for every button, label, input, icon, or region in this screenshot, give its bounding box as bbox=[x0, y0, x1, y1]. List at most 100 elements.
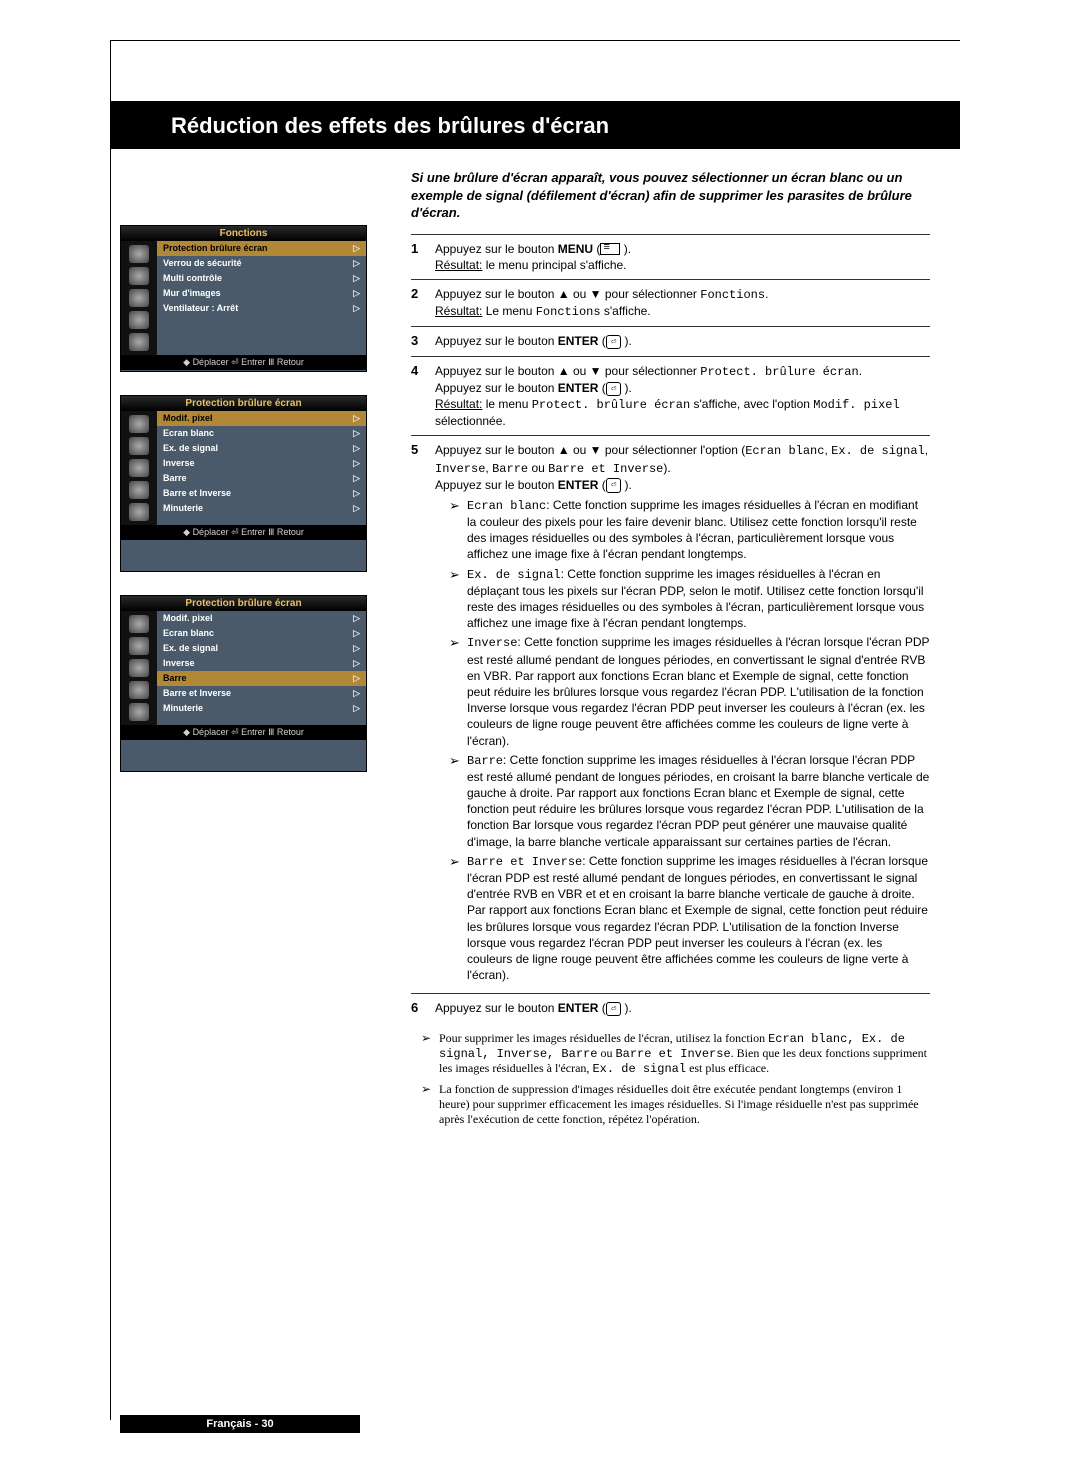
step-number: 4 bbox=[411, 363, 435, 378]
menu-row[interactable]: Ex. de signal▷ bbox=[157, 641, 366, 656]
text: ). bbox=[663, 461, 670, 475]
menu-row-label: Ventilateur : Arrêt bbox=[163, 303, 238, 314]
arrow-icon: ➢ bbox=[421, 1031, 439, 1076]
note-text: La fonction de suppression d'images rési… bbox=[439, 1082, 930, 1127]
menu-footer: ◆ Déplacer ⏎ Entrer Ⅲ Retour bbox=[121, 355, 366, 370]
text: Appuyez sur le bouton bbox=[435, 1001, 558, 1015]
menu-row-label: Mur d'images bbox=[163, 288, 221, 299]
menu-row-label: Inverse bbox=[163, 458, 195, 469]
menu-row[interactable]: Barre▷ bbox=[157, 671, 366, 686]
step-1: 1 Appuyez sur le bouton MENU ( ). Résult… bbox=[411, 234, 930, 279]
menu-row[interactable]: Minuterie ▷ bbox=[157, 501, 366, 516]
result-label: Résultat: bbox=[435, 397, 482, 411]
result-text: le menu principal s'affiche. bbox=[482, 258, 626, 272]
mono: Ecran blanc bbox=[467, 499, 546, 513]
mono: Protect. brûlure écran bbox=[532, 398, 690, 412]
step-2: 2 Appuyez sur le bouton ▲ ou ▼ pour séle… bbox=[411, 279, 930, 326]
menu-row[interactable]: Ex. de signal▷ bbox=[157, 441, 366, 456]
menu-row[interactable]: Ventilateur : Arrêt▷ bbox=[157, 301, 366, 316]
text: ). bbox=[621, 478, 632, 492]
menu-body: Modif. pixel▷Ecran blanc▷Ex. de signal▷I… bbox=[121, 411, 366, 525]
menu-items: Protection brûlure écran▷Verrou de sécur… bbox=[157, 241, 366, 355]
text: est plus efficace. bbox=[686, 1061, 769, 1075]
menu-row-label: Barre bbox=[163, 673, 187, 684]
enter-icon: ⏎ bbox=[606, 478, 621, 492]
menu-header: Protection brûlure écran bbox=[121, 596, 366, 611]
text: le menu bbox=[482, 397, 531, 411]
chevron-right-icon: ▷ bbox=[353, 613, 360, 624]
sub-item: ➢Barre: Cette fonction supprime les imag… bbox=[449, 752, 930, 850]
mono: Ex. de signal bbox=[592, 1062, 686, 1076]
text: Ecran blanc: Cette fonction supprime les… bbox=[467, 497, 930, 563]
menu-header: Protection brûlure écran bbox=[121, 396, 366, 411]
menu-row[interactable]: Ecran blanc▷ bbox=[157, 626, 366, 641]
menu-header: Fonctions bbox=[121, 226, 366, 241]
menu-row-label: Modif. pixel bbox=[163, 613, 213, 624]
page: Réduction des effets des brûlures d'écra… bbox=[0, 0, 1080, 1473]
mono: Barre bbox=[492, 462, 528, 476]
note-1: ➢ Pour supprimer les images résiduelles … bbox=[421, 1031, 930, 1076]
chevron-right-icon: ▷ bbox=[353, 688, 360, 699]
menu-row[interactable]: Barre et Inverse▷ bbox=[157, 686, 366, 701]
enter-label: ENTER bbox=[558, 1001, 599, 1015]
sub-item: ➢Inverse: Cette fonction supprime les im… bbox=[449, 634, 930, 748]
text: s'affiche. bbox=[601, 304, 651, 318]
text: ( bbox=[598, 1001, 605, 1015]
arrow-icon: ➢ bbox=[449, 566, 467, 632]
menu-items: Modif. pixel▷Ecran blanc▷Ex. de signal▷I… bbox=[157, 411, 366, 525]
chevron-right-icon: ▷ bbox=[353, 488, 360, 499]
step-number: 3 bbox=[411, 333, 435, 348]
text: Appuyez sur le bouton bbox=[435, 381, 558, 395]
text: Appuyez sur le bouton ▲ ou ▼ pour sélect… bbox=[435, 364, 700, 378]
mono: Fonctions bbox=[700, 288, 765, 302]
menu-row[interactable]: Inverse▷ bbox=[157, 656, 366, 671]
mono: Barre et Inverse bbox=[615, 1047, 730, 1061]
menu-row-label: Ex. de signal bbox=[163, 643, 218, 654]
mono: Inverse bbox=[467, 636, 517, 650]
menu-row[interactable]: Multi contrôle▷ bbox=[157, 271, 366, 286]
step-5: 5 Appuyez sur le bouton ▲ ou ▼ pour séle… bbox=[411, 435, 930, 993]
enter-label: ENTER bbox=[558, 334, 599, 348]
mono: Inverse bbox=[435, 462, 485, 476]
sub-item: ➢Ex. de signal: Cette fonction supprime … bbox=[449, 566, 930, 632]
menu-row[interactable]: Mur d'images▷ bbox=[157, 286, 366, 301]
menu-row-label: Inverse bbox=[163, 658, 195, 669]
arrow-icon: ➢ bbox=[421, 1082, 439, 1127]
text: ( bbox=[593, 242, 600, 256]
text: Pour supprimer les images résiduelles de… bbox=[439, 1031, 768, 1045]
menu-row[interactable]: Barre▷ bbox=[157, 471, 366, 486]
text: Barre: Cette fonction supprime les image… bbox=[467, 752, 930, 850]
menu-row[interactable]: Verrou de sécurité▷ bbox=[157, 256, 366, 271]
menu-row[interactable]: Modif. pixel▷ bbox=[157, 411, 366, 426]
chevron-right-icon: ▷ bbox=[353, 273, 360, 284]
text: . bbox=[765, 287, 768, 301]
menu-row-label: Minuterie bbox=[163, 503, 203, 514]
step-4: 4 Appuyez sur le bouton ▲ ou ▼ pour séle… bbox=[411, 356, 930, 436]
menu-row[interactable]: Minuterie▷ bbox=[157, 701, 366, 716]
step-body: Appuyez sur le bouton ▲ ou ▼ pour sélect… bbox=[435, 286, 930, 320]
page-title: Réduction des effets des brûlures d'écra… bbox=[111, 101, 960, 149]
text: : Cette fonction supprime les images rés… bbox=[467, 854, 928, 982]
menu-footer: ◆ Déplacer ⏎ Entrer Ⅲ Retour bbox=[121, 525, 366, 540]
text: : Cette fonction supprime les images rés… bbox=[467, 753, 929, 849]
arrow-icon: ➢ bbox=[449, 497, 467, 563]
steps-list: 1 Appuyez sur le bouton MENU ( ). Résult… bbox=[411, 234, 930, 1023]
menu-body: Modif. pixel▷Ecran blanc▷Ex. de signal▷I… bbox=[121, 611, 366, 725]
menu-row[interactable]: Inverse▷ bbox=[157, 456, 366, 471]
menu-row[interactable]: Protection brûlure écran▷ bbox=[157, 241, 366, 256]
menu-row[interactable]: Modif. pixel ▷ bbox=[157, 611, 366, 626]
text: : Cette fonction supprime les images rés… bbox=[467, 635, 929, 747]
text: Inverse: Cette fonction supprime les ima… bbox=[467, 634, 930, 748]
menu-row[interactable]: Barre et Inverse▷ bbox=[157, 486, 366, 501]
menu-row-label: Barre bbox=[163, 473, 187, 484]
menu-row[interactable]: Ecran blanc▷ bbox=[157, 426, 366, 441]
chevron-right-icon: ▷ bbox=[353, 503, 360, 514]
menu-screenshot-fonctions: Fonctions Protection brûlure écran▷Verro… bbox=[120, 225, 367, 372]
text: Barre et Inverse: Cette fonction supprim… bbox=[467, 853, 930, 984]
menu-label: MENU bbox=[558, 242, 593, 256]
text: Appuyez sur le bouton ▲ ou ▼ pour sélect… bbox=[435, 287, 700, 301]
menu-icon-column bbox=[121, 411, 157, 525]
intro-text: Si une brûlure d'écran apparaît, vous po… bbox=[411, 169, 930, 222]
mono: Fonctions bbox=[536, 305, 601, 319]
notes: ➢ Pour supprimer les images résiduelles … bbox=[421, 1031, 930, 1127]
